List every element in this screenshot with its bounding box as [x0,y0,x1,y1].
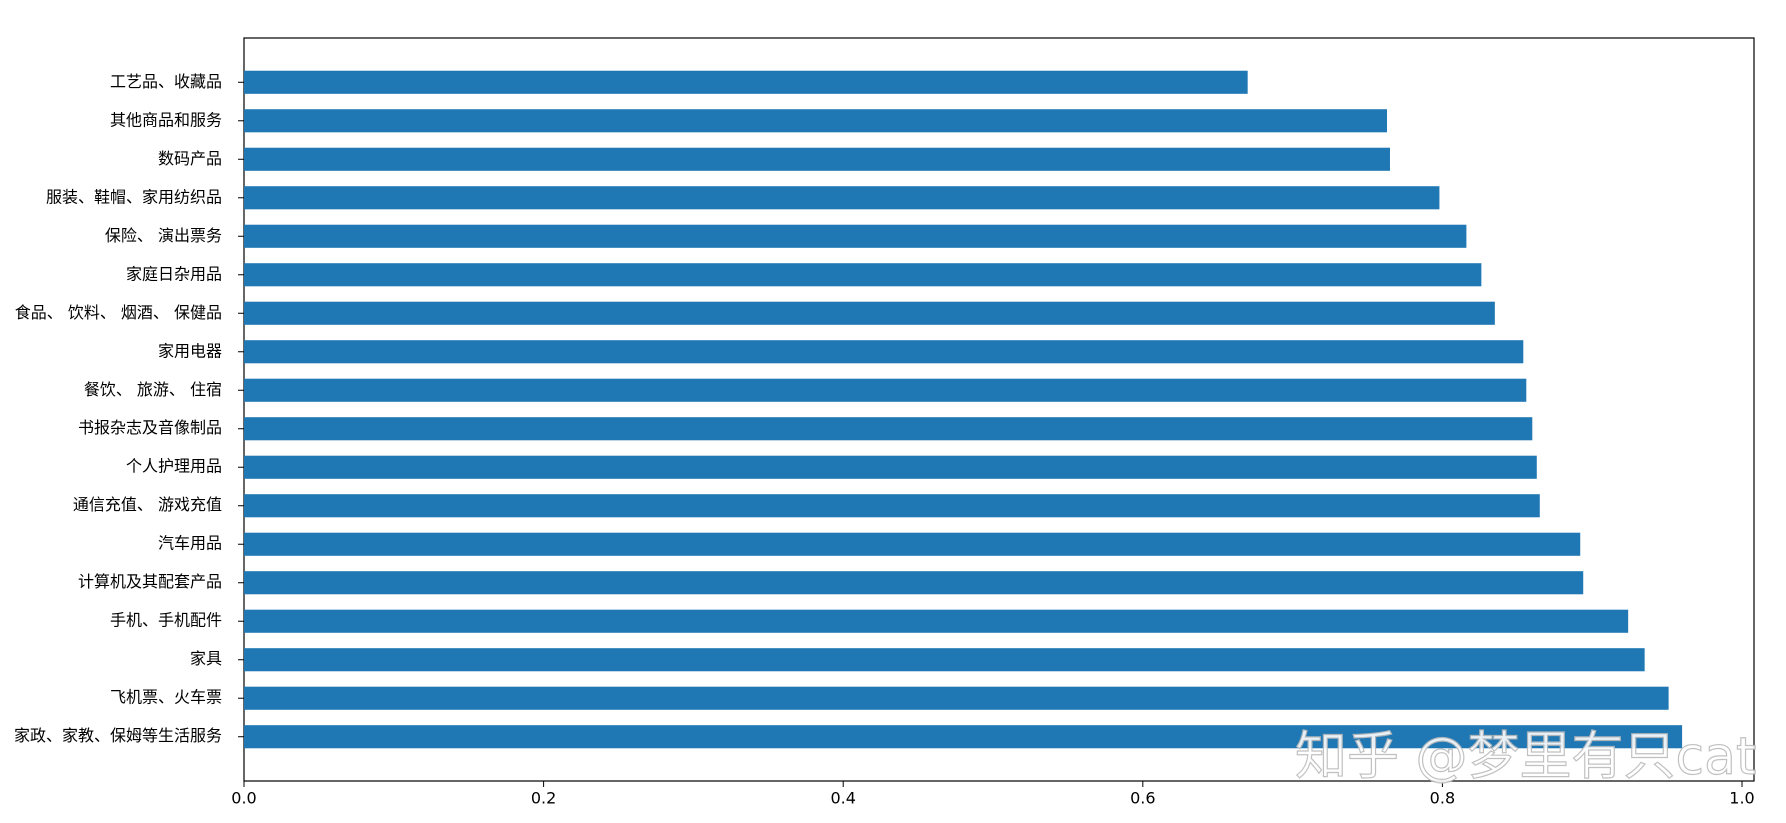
bar [244,378,1527,402]
y-tick-label: 家庭日杂用品 [126,264,222,283]
y-tick-label: 汽车用品 [158,534,222,553]
y-tick-label: 餐饮、 旅游、 住宿 [84,380,222,399]
y-tick-label: 其他商品和服务 [110,110,222,129]
bar [244,340,1524,364]
bar [244,70,1248,94]
y-tick-label: 家具 [190,649,222,668]
bar [244,571,1584,595]
y-tick-label: 计算机及其配套产品 [78,572,222,591]
y-tick-label: 保险、 演出票务 [105,226,222,245]
bar [244,147,1390,171]
bar [244,109,1387,133]
y-tick-label: 数码产品 [158,149,222,168]
bar [244,532,1581,556]
plot-frame [243,37,1755,782]
bar [244,417,1533,441]
y-tick-label: 手机、手机配件 [110,611,222,630]
bar [244,224,1467,248]
y-tick-label: 飞机票、火车票 [110,688,222,707]
bar [244,686,1669,710]
bar [244,263,1482,287]
y-tick-label: 家政、家教、保姆等生活服务 [14,726,222,745]
y-tick-label: 服装、鞋帽、家用纺织品 [46,187,222,206]
bar [244,648,1645,672]
y-tick-label: 工艺品、收藏品 [110,72,222,91]
x-tick-label: 0.2 [531,789,556,808]
bar [244,186,1440,210]
x-tick-label: 0.8 [1430,789,1455,808]
y-tick-label: 通信充值、 游戏充值 [73,495,222,514]
bar [244,725,1683,749]
bar [244,455,1537,479]
x-tick-label: 0.4 [830,789,855,808]
y-tick-label: 个人护理用品 [126,457,222,476]
x-tick-label: 1.0 [1729,789,1754,808]
bar [244,494,1540,518]
y-tick-label: 书报杂志及音像制品 [78,418,222,437]
x-tick-label: 0.6 [1130,789,1155,808]
bar [244,609,1629,633]
y-tick-label: 家用电器 [158,341,222,360]
x-tick-label: 0.0 [231,789,256,808]
bar [244,301,1495,325]
y-tick-label: 食品、 饮料、 烟酒、 保健品 [15,303,222,322]
watermark: 知乎 @梦里有只cat [1295,727,1756,787]
